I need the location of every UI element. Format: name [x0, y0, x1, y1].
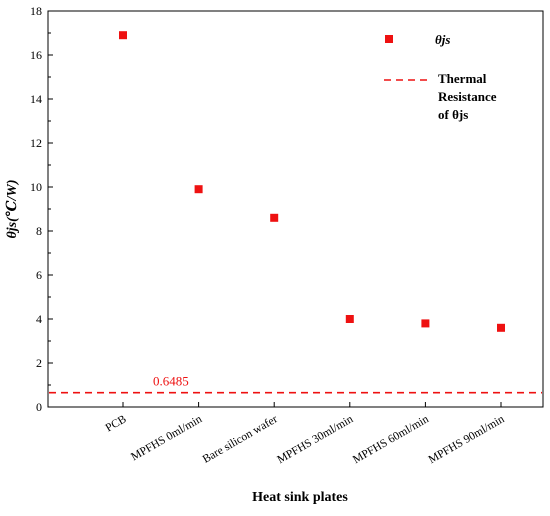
legend-label-reference-line-2: Resistance [438, 89, 497, 104]
legend-marker-theta-js [385, 35, 393, 43]
x-tick-label: MPFHS 30ml/min [275, 413, 355, 466]
data-point [345, 315, 354, 323]
x-axis-title: Heat sink plates [252, 490, 348, 505]
legend-label-theta-js: θjs [435, 32, 450, 47]
data-point [497, 323, 505, 332]
data-points [119, 31, 505, 332]
y-tick-label: 12 [30, 136, 42, 150]
x-tick-label: PCB [104, 413, 129, 434]
reference-line-value-label: 0.6485 [153, 374, 189, 389]
legend-label-reference-line-1: Thermal [438, 71, 487, 86]
legend: θjs Thermal Resistance of θjs [384, 32, 497, 122]
legend-label-reference-line-3: of θjs [438, 107, 468, 122]
y-tick-label: 16 [30, 48, 42, 62]
y-tick-label: 18 [30, 4, 42, 18]
data-point [194, 185, 203, 194]
y-axis-title: θjs(℃/W) [5, 179, 20, 238]
y-tick-label: 14 [30, 92, 42, 106]
y-tick-label: 6 [36, 268, 42, 282]
x-tick-label: MPFHS 60ml/min [351, 413, 431, 466]
y-tick-label: 8 [36, 224, 42, 238]
y-tick-label: 2 [36, 356, 42, 370]
data-point [421, 319, 430, 328]
data-point [270, 213, 279, 222]
data-point [119, 31, 127, 40]
x-tick-label: Bare silicon wafer [201, 413, 280, 466]
x-tick-label: MPFHS 90ml/min [427, 413, 507, 466]
reference-line-group: 0.6485 [49, 374, 542, 394]
y-tick-label: 0 [36, 400, 42, 414]
y-axis-ticks: 0 2 4 6 8 10 12 14 16 18 [30, 4, 53, 414]
x-tick-label: MPFHS 0ml/min [129, 413, 204, 463]
y-tick-label: 10 [30, 180, 42, 194]
y-tick-label: 4 [36, 312, 42, 326]
